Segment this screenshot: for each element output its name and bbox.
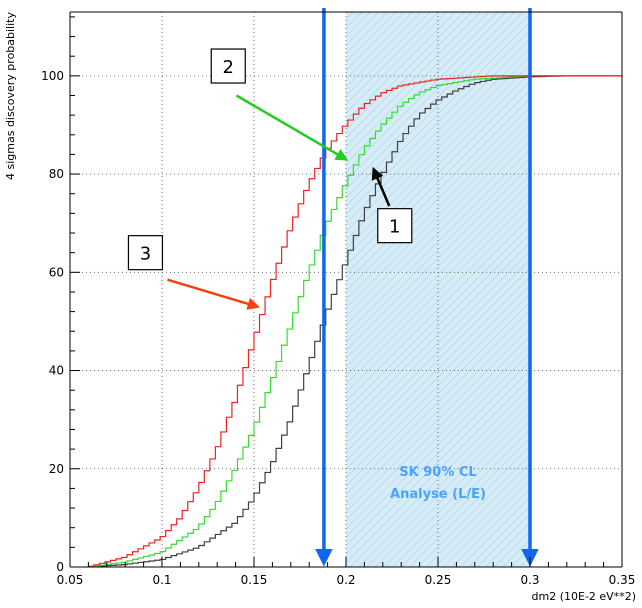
series-2-line: [87, 75, 622, 568]
annotation-box: [377, 208, 413, 244]
y-axis-title: 4 sigmas discovery probability: [4, 12, 17, 180]
band-area: [346, 12, 530, 567]
y-tick-label: 0: [56, 560, 64, 574]
axes: [69, 11, 623, 568]
x-tick-label: 0.2: [336, 573, 355, 587]
band-label-line: SK 90% CL: [399, 465, 476, 480]
annotation-3: 3: [127, 235, 164, 271]
annotation-group: 1 2 3: [127, 48, 413, 271]
arrow-group: [167, 8, 539, 567]
x-tick-label: 0.3: [520, 573, 539, 587]
annotation-arrow: [235, 94, 349, 161]
annotation-label: 1: [389, 217, 400, 238]
x-tick-label: 0.35: [609, 573, 636, 587]
y-tick-label: 40: [49, 364, 64, 378]
band-label-line: Analyse (L/E): [390, 487, 486, 502]
annotation-label: 2: [223, 57, 234, 78]
annotation-2: 2: [210, 48, 246, 84]
annotation-arrow: [371, 166, 391, 207]
band-label: SK 90% CL Analyse (L/E): [390, 465, 486, 502]
tick-labels: 0.05 0.1 0.15 0.2 0.25 0.3 0.35 0 20 40 60 80 100: [41, 69, 635, 587]
x-axis-title: dm2 (10E-2 eV**2): [532, 590, 636, 603]
x-tick-label: 0.25: [425, 573, 452, 587]
annotation-box: [127, 235, 164, 271]
annotation-1: 1: [377, 208, 413, 244]
y-tick-label: 60: [49, 265, 64, 279]
y-tick-label: 20: [49, 462, 64, 476]
x-tick-label: 0.15: [241, 573, 268, 587]
sk-band: [346, 12, 530, 567]
x-tick-label: 0.05: [57, 573, 84, 587]
annotation-box: [210, 48, 246, 84]
x-tick-label: 0.1: [152, 573, 171, 587]
annotation-arrow: [167, 278, 261, 310]
series-1-line: [87, 75, 622, 568]
y-tick-label: 80: [49, 167, 64, 181]
y-tick-label: 100: [41, 69, 64, 83]
annotation-label: 3: [140, 244, 151, 265]
